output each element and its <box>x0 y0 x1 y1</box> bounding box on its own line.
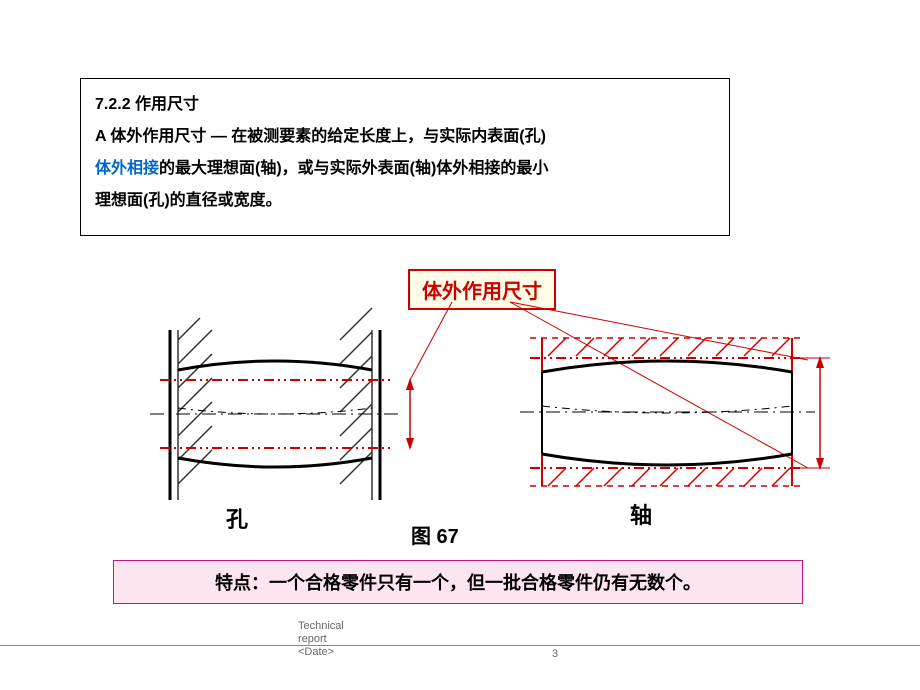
highlight-note: 特点：一个合格零件只有一个，但一批合格零件仍有无数个。 <box>113 560 803 604</box>
footer-meta: Technical report <Date> <box>298 620 344 660</box>
highlight-note-text: 特点：一个合格零件只有一个，但一批合格零件仍有无数个。 <box>215 573 701 593</box>
page-number: 3 <box>552 648 558 660</box>
label-hole: 孔 <box>226 502 248 534</box>
footer-divider <box>0 645 920 646</box>
definition-blue-term: 体外相接 <box>95 160 159 177</box>
label-shaft: 轴 <box>630 498 652 530</box>
figure-number: 图 67 <box>411 520 459 549</box>
definition-box: 7.2.2 作用尺寸 A 体外作用尺寸 — 在被测要素的给定长度上，与实际内表面… <box>80 78 730 236</box>
definition-line-2: 的最大理想面(轴)，或与实际外表面(轴)体外相接的最小 <box>159 160 548 177</box>
section-heading: 7.2.2 作用尺寸 <box>95 89 715 121</box>
footer-line-3: <Date> <box>298 646 344 659</box>
technical-diagram <box>0 300 920 560</box>
footer-line-1: Technical <box>298 620 344 633</box>
definition-line-3: 理想面(孔)的直径或宽度。 <box>95 192 282 209</box>
definition-line-1: A 体外作用尺寸 — 在被测要素的给定长度上，与实际内表面(孔) <box>95 128 546 145</box>
